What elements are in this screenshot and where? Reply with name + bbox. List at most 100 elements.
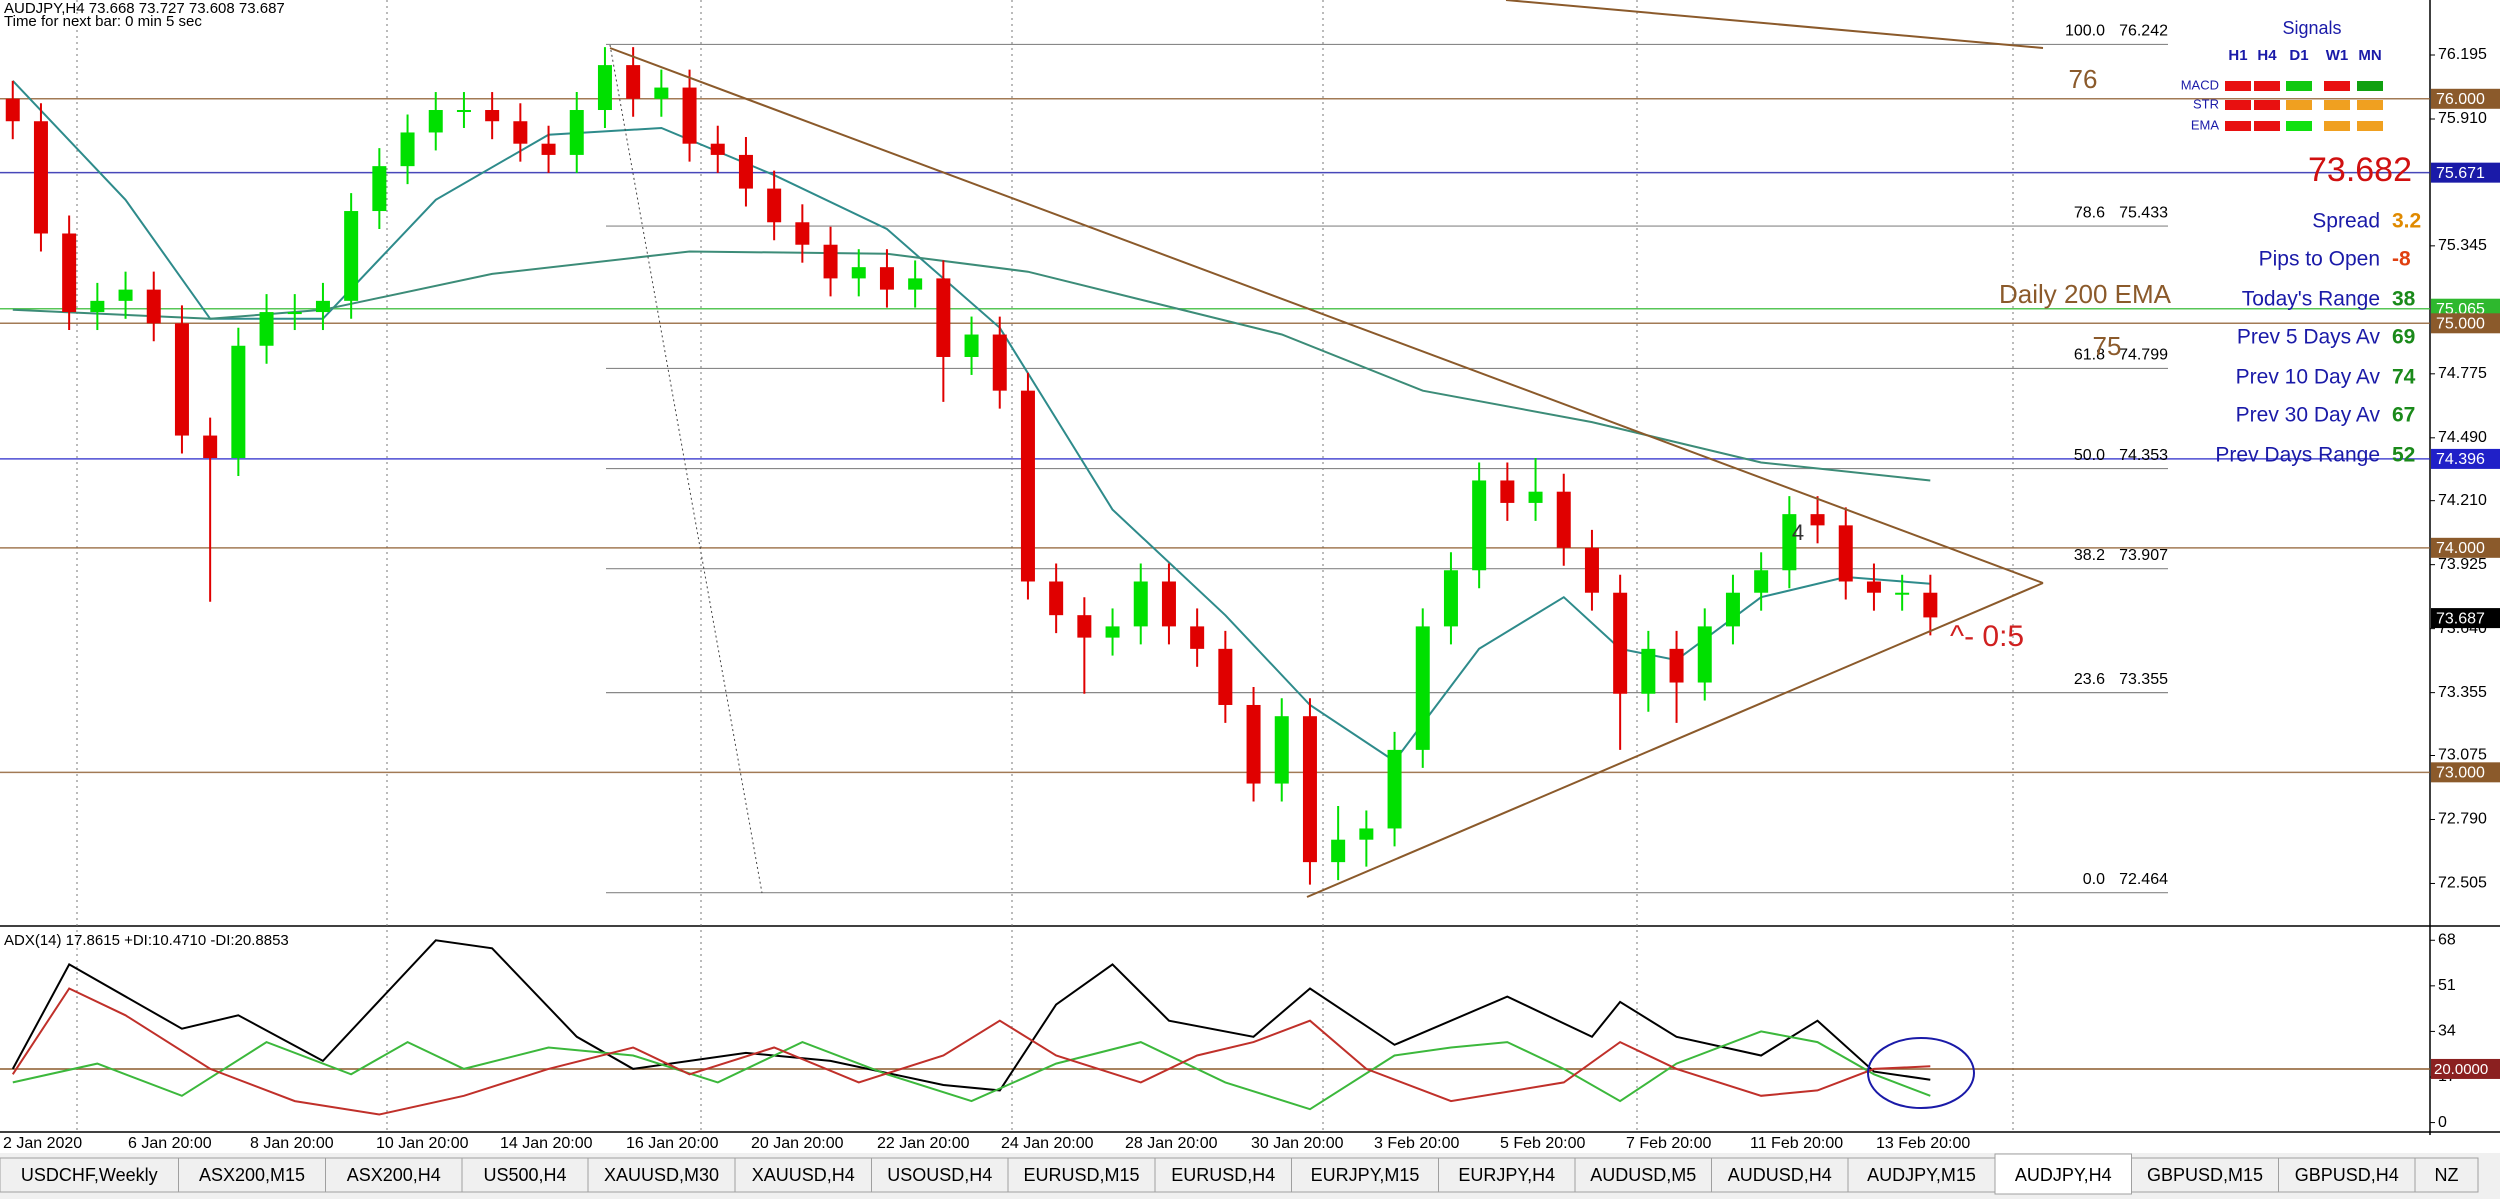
fib-level: 50.0 (2074, 447, 2105, 464)
candle-body (1105, 626, 1120, 638)
indicator-line (12, 1030, 1931, 1111)
fib-price: 73.355 (2119, 671, 2168, 688)
x-tick-label: 11 Feb 20:00 (1750, 1135, 1843, 1152)
candles (5, 47, 1938, 885)
tab[interactable] (325, 1157, 463, 1193)
candle-body (1387, 749, 1402, 829)
signal-cell (2225, 121, 2251, 131)
tab-label[interactable]: USOUSD,H4 (887, 1165, 992, 1185)
candle-body (1133, 581, 1148, 627)
stat-value: 74 (2392, 366, 2416, 389)
stat-label: Spread (2312, 210, 2380, 233)
price-label-box (2431, 608, 2500, 629)
candle-body (174, 323, 189, 436)
highlight-ellipse (1867, 1037, 1975, 1109)
x-tick-label: 13 Feb 20:00 (1876, 1135, 1970, 1152)
tab-label[interactable]: NZ (2435, 1165, 2459, 1185)
candle-body (118, 289, 133, 301)
fib-level: 23.6 (2074, 671, 2105, 688)
candle-body (1697, 626, 1712, 683)
tab[interactable] (461, 1157, 589, 1193)
x-tick-label: 20 Jan 20:00 (751, 1135, 844, 1152)
candle-body (964, 334, 979, 357)
tab[interactable] (1154, 1157, 1292, 1193)
tab-label[interactable]: XAUUSD,M30 (604, 1165, 719, 1185)
candle-body (1838, 525, 1853, 582)
price-label: 74.000 (2436, 540, 2485, 557)
y-tick-label: 72.790 (2438, 811, 2487, 828)
trendline (1306, 582, 2044, 898)
price-label: 73.687 (2436, 610, 2485, 627)
tab[interactable] (0, 1157, 179, 1193)
y-tick-label: 0 (2438, 1114, 2447, 1131)
tab[interactable] (1994, 1153, 2132, 1195)
candle-body (1810, 514, 1825, 526)
signal-cell (2324, 81, 2350, 91)
price-label: 76.000 (2436, 91, 2485, 108)
tab[interactable] (734, 1157, 872, 1193)
stat-label: Pips to Open (2259, 248, 2380, 271)
signal-column: MN (2358, 47, 2381, 64)
signal-cell (2324, 100, 2350, 110)
tab-label[interactable]: ASX200,H4 (347, 1165, 441, 1185)
y-tick-label: 34 (2438, 1023, 2456, 1040)
candle-body (485, 110, 500, 122)
tab-label[interactable]: EURUSD,M15 (1023, 1165, 1139, 1185)
candle-body (344, 211, 359, 301)
moving-averages (12, 80, 1931, 763)
tab[interactable] (2414, 1157, 2479, 1193)
tab[interactable] (871, 1157, 1009, 1193)
candle-body (1359, 828, 1374, 840)
annotation: 76 (2069, 64, 2098, 94)
tab[interactable] (2278, 1157, 2416, 1193)
tab-label[interactable]: AUDJPY,H4 (2015, 1165, 2112, 1185)
adx-pane: ADX(14) 17.8615 +DI:10.4710 -DI:20.8853 6… (0, 931, 2500, 1131)
candle-body (513, 121, 528, 144)
signal-cell (2225, 100, 2251, 110)
signal-cell (2357, 121, 2383, 131)
price-label-box (2431, 313, 2500, 334)
tab-label[interactable]: USDCHF,Weekly (21, 1165, 158, 1185)
fib-anchor-line (609, 44, 763, 894)
fib-level: 78.6 (2074, 204, 2105, 221)
tab-label[interactable]: GBPUSD,M15 (2147, 1165, 2263, 1185)
indicator-line (11, 987, 1931, 1116)
tab[interactable] (1291, 1157, 1439, 1193)
tab-label[interactable]: US500,H4 (483, 1165, 566, 1185)
candle-body (62, 233, 77, 313)
tab-label[interactable]: AUDUSD,H4 (1728, 1165, 1832, 1185)
tab-label[interactable]: GBPUSD,H4 (2295, 1165, 2399, 1185)
stat-value: 69 (2392, 326, 2415, 349)
tab[interactable] (2131, 1157, 2279, 1193)
bar-timer: Time for next bar: 0 min 5 sec (4, 13, 202, 30)
axes: 76.195 75.910 75.345 74.775 74.490 74.210 73.9… (3, 46, 2500, 1152)
x-tick-label: 14 Jan 20:00 (500, 1135, 593, 1152)
tab[interactable] (178, 1157, 326, 1193)
tab[interactable] (1007, 1157, 1156, 1193)
tab-label[interactable]: EURUSD,H4 (1171, 1165, 1275, 1185)
y-tick-label: 74.775 (2438, 365, 2487, 382)
tab-label[interactable]: EURJPY,H4 (1458, 1165, 1555, 1185)
tab-label[interactable]: XAUUSD,H4 (752, 1165, 855, 1185)
y-tick-label: 75.910 (2438, 110, 2487, 127)
tab[interactable] (587, 1157, 736, 1193)
price-label-box (2431, 88, 2500, 109)
tab-label[interactable]: AUDJPY,M15 (1867, 1165, 1976, 1185)
tab[interactable] (1574, 1157, 1712, 1193)
tab-label[interactable]: EURJPY,M15 (1311, 1165, 1420, 1185)
annotation: 4 (1792, 520, 1804, 545)
fib-price: 74.799 (2119, 347, 2168, 364)
tab[interactable] (1438, 1157, 1576, 1193)
trendline (1505, 0, 2044, 49)
tab-label[interactable]: ASX200,M15 (199, 1165, 305, 1185)
candle-body (1302, 716, 1317, 863)
tab[interactable] (1711, 1157, 1849, 1193)
tab[interactable] (1847, 1157, 1996, 1193)
candle-body (597, 65, 612, 111)
signal-row-label: EMA (2191, 117, 2220, 132)
candle-body (936, 278, 951, 357)
tab-label[interactable]: AUDUSD,M5 (1590, 1165, 1696, 1185)
candle-body (1190, 626, 1205, 649)
candle-body (33, 121, 48, 234)
price-label-box (2431, 537, 2500, 558)
